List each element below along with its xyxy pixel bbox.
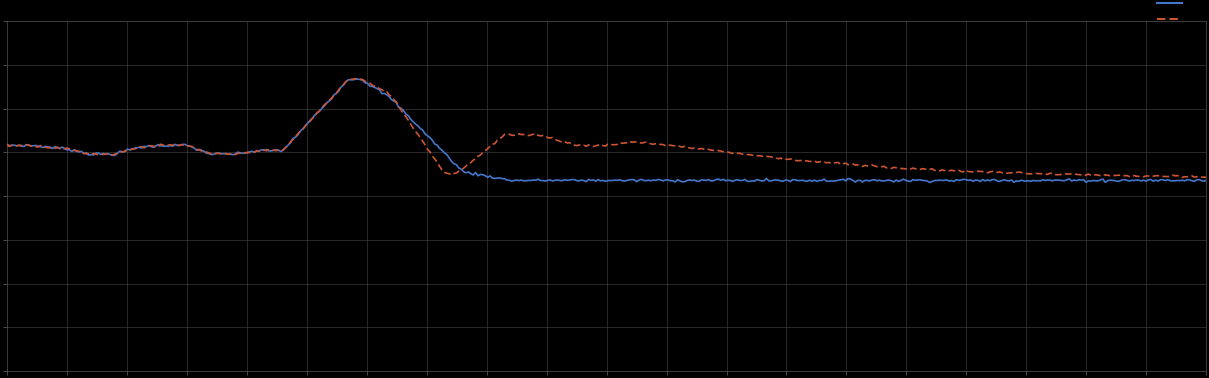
Legend: , : , bbox=[1157, 0, 1190, 24]
